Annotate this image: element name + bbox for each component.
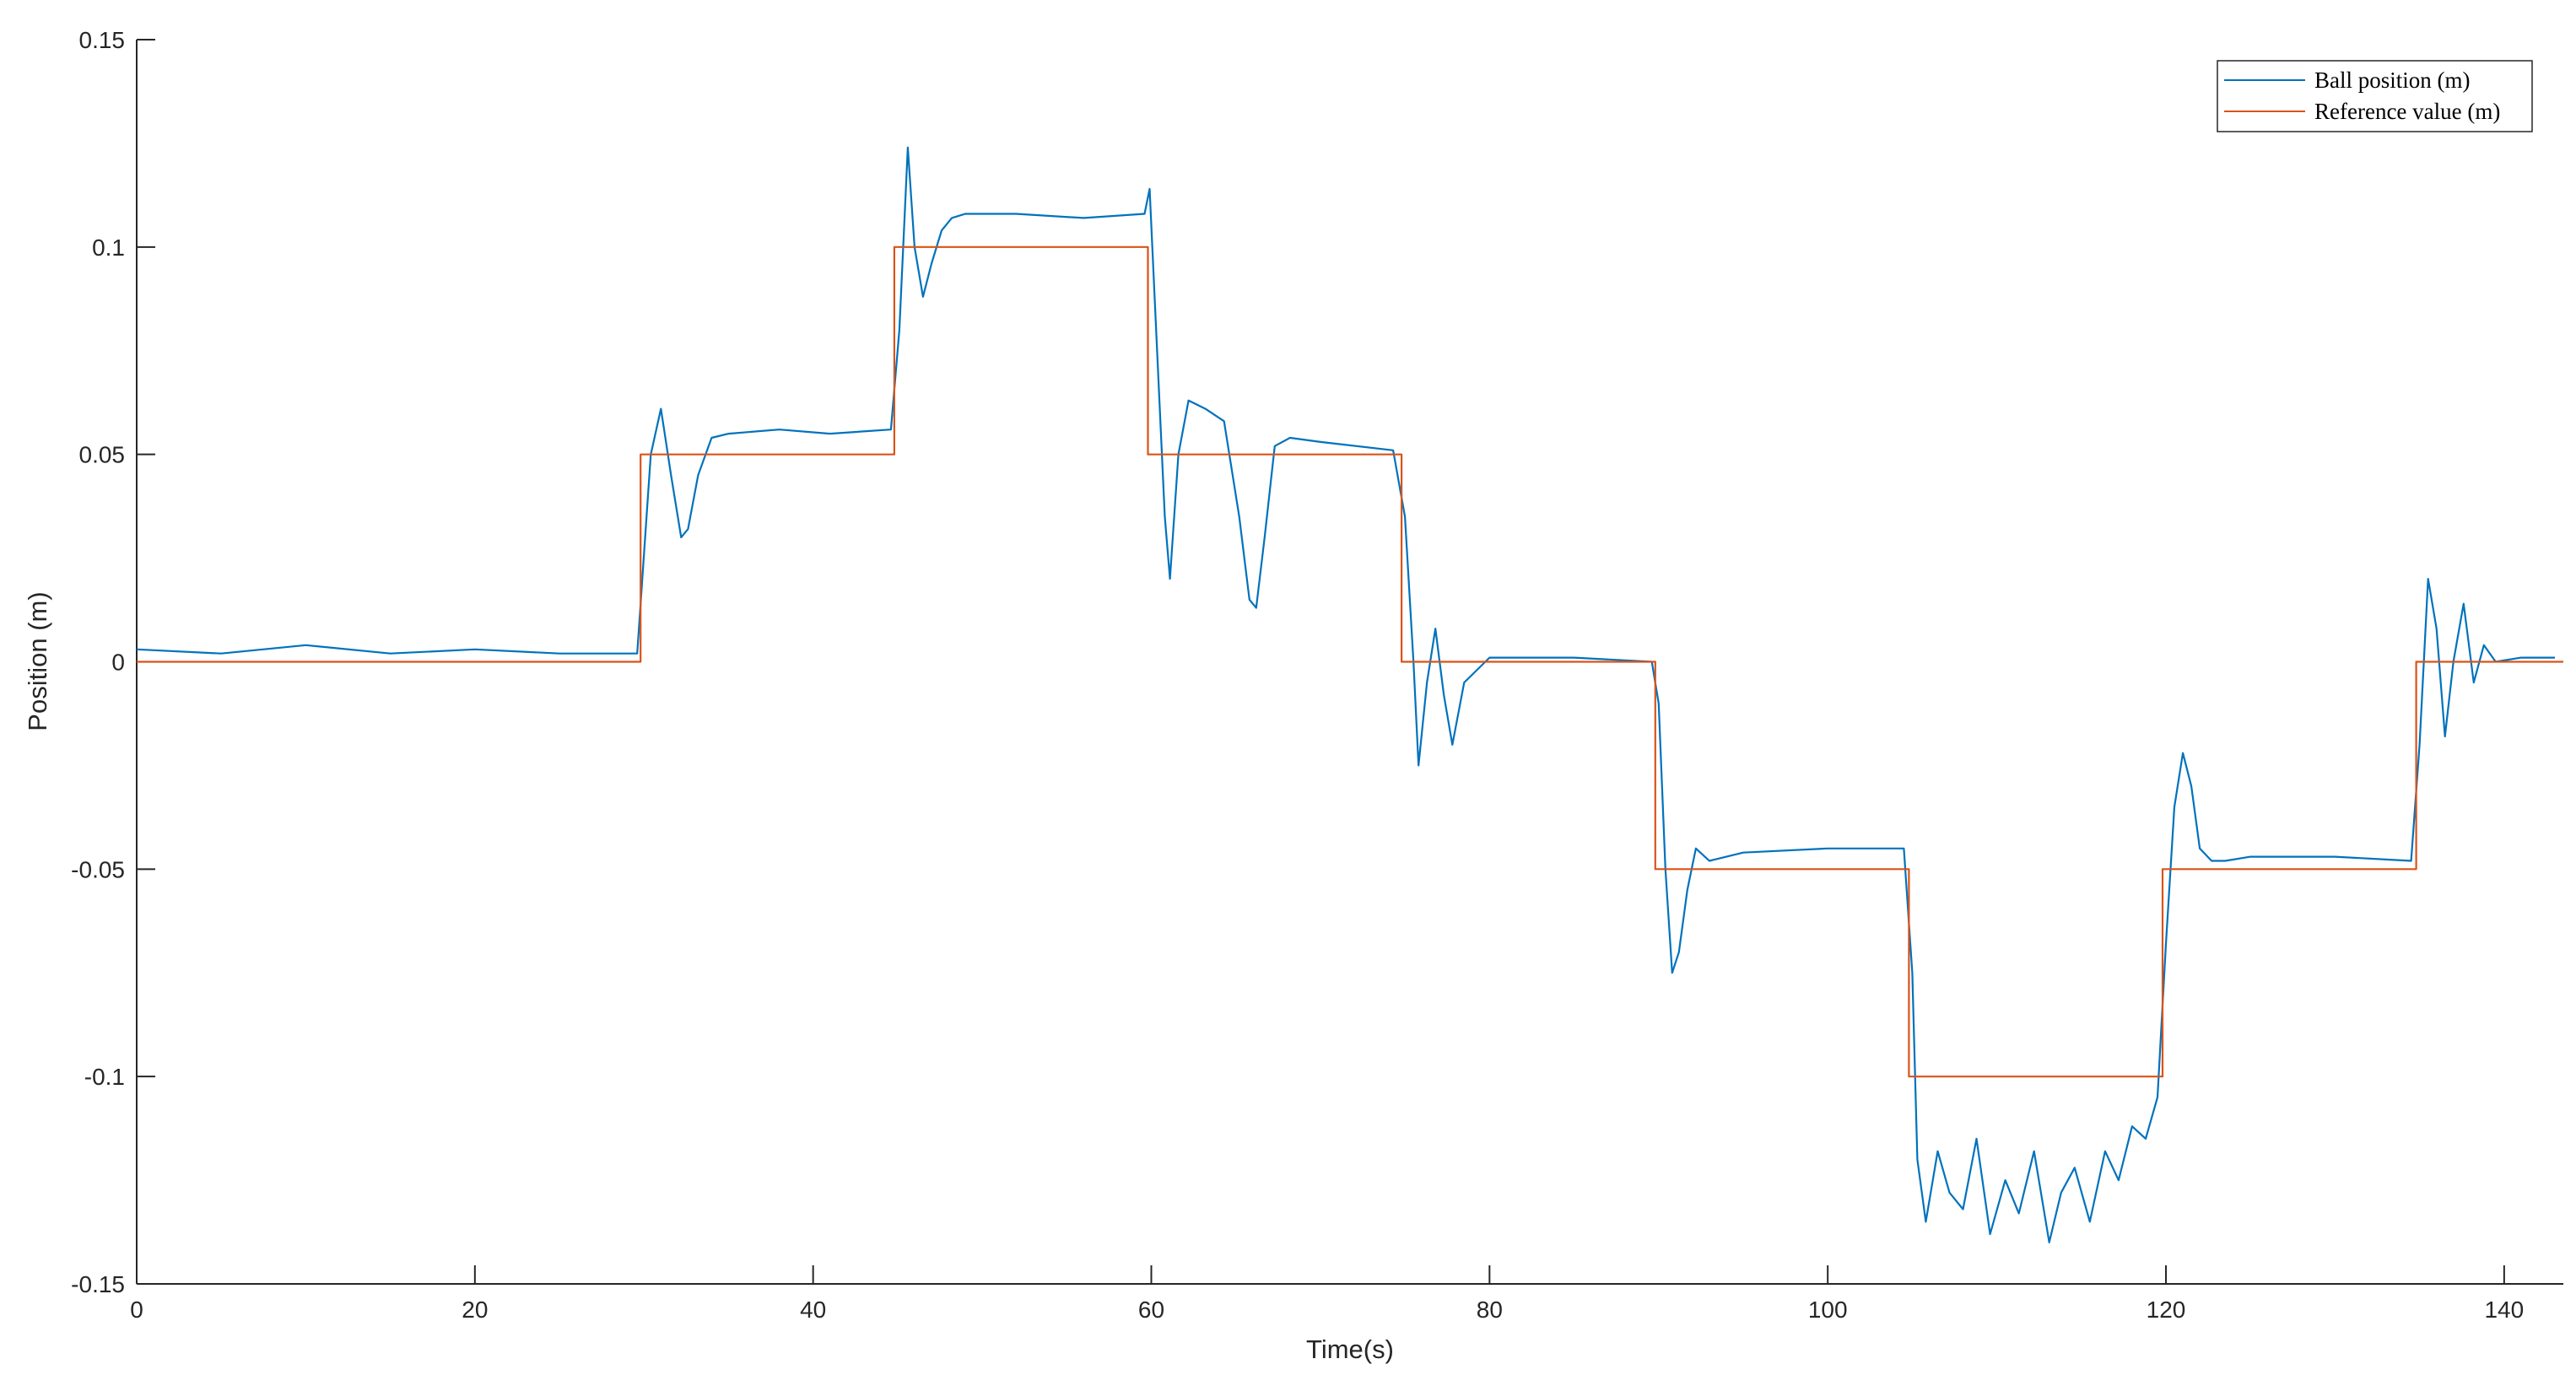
legend-box (2217, 60, 2533, 132)
series-layer (136, 146, 2563, 1243)
y-tick-label: -0.1 (84, 1064, 125, 1090)
y-tick-label: -0.05 (71, 856, 125, 882)
reference-value-line (137, 245, 2563, 1078)
y-axis-title: Position (m) (23, 591, 52, 731)
x-tick-label: 140 (2484, 1297, 2524, 1323)
x-tick-label: 40 (800, 1297, 826, 1323)
y-tick-label: 0.05 (79, 442, 126, 468)
y-tick-label: 0 (111, 650, 125, 676)
x-tick-label: 80 (1477, 1297, 1503, 1323)
x-axis-title: Time(s) (1306, 1335, 1394, 1364)
y-tick-label: 0.1 (92, 235, 125, 261)
x-tick-label: 60 (1138, 1297, 1164, 1323)
x-tick-label: 0 (130, 1297, 143, 1323)
x-tick-label: 20 (462, 1297, 488, 1323)
ball-position-line (136, 146, 2555, 1243)
legend-label-reference-value: Reference value (m) (2314, 99, 2500, 124)
legend-label-ball-position: Ball position (m) (2314, 67, 2471, 93)
legend: Ball position (m) Reference value (m) (2217, 60, 2533, 132)
x-tick-label: 100 (1808, 1297, 1848, 1323)
y-tick-label: 0.15 (79, 27, 126, 53)
y-ticks: -0.15 -0.1 -0.05 0 0.05 0.1 0.15 (71, 27, 155, 1297)
x-ticks: 0 20 40 60 80 100 120 140 (130, 1265, 2524, 1323)
x-tick-label: 120 (2147, 1297, 2186, 1323)
y-tick-label: -0.15 (71, 1271, 125, 1297)
